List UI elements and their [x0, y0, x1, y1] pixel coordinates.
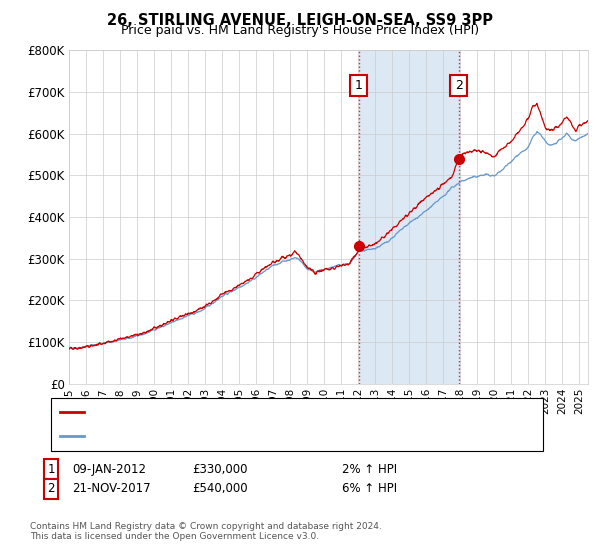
Text: 21-NOV-2017: 21-NOV-2017 — [72, 482, 151, 496]
Text: 2% ↑ HPI: 2% ↑ HPI — [342, 463, 397, 476]
Text: 09-JAN-2012: 09-JAN-2012 — [72, 463, 146, 476]
Text: Contains HM Land Registry data © Crown copyright and database right 2024.
This d: Contains HM Land Registry data © Crown c… — [30, 522, 382, 542]
Text: Price paid vs. HM Land Registry's House Price Index (HPI): Price paid vs. HM Land Registry's House … — [121, 24, 479, 36]
Text: £330,000: £330,000 — [192, 463, 248, 476]
Text: HPI: Average price, detached house, Southend-on-Sea: HPI: Average price, detached house, Sout… — [90, 431, 387, 441]
Text: 1: 1 — [47, 463, 55, 476]
Text: 2: 2 — [455, 79, 463, 92]
Text: 6% ↑ HPI: 6% ↑ HPI — [342, 482, 397, 496]
Text: 26, STIRLING AVENUE, LEIGH-ON-SEA, SS9 3PP (detached house): 26, STIRLING AVENUE, LEIGH-ON-SEA, SS9 3… — [90, 408, 446, 418]
Bar — [359, 50, 458, 384]
Text: 1: 1 — [355, 79, 363, 92]
Text: 2: 2 — [47, 482, 55, 496]
Text: 26, STIRLING AVENUE, LEIGH-ON-SEA, SS9 3PP: 26, STIRLING AVENUE, LEIGH-ON-SEA, SS9 3… — [107, 13, 493, 28]
Text: £540,000: £540,000 — [192, 482, 248, 496]
